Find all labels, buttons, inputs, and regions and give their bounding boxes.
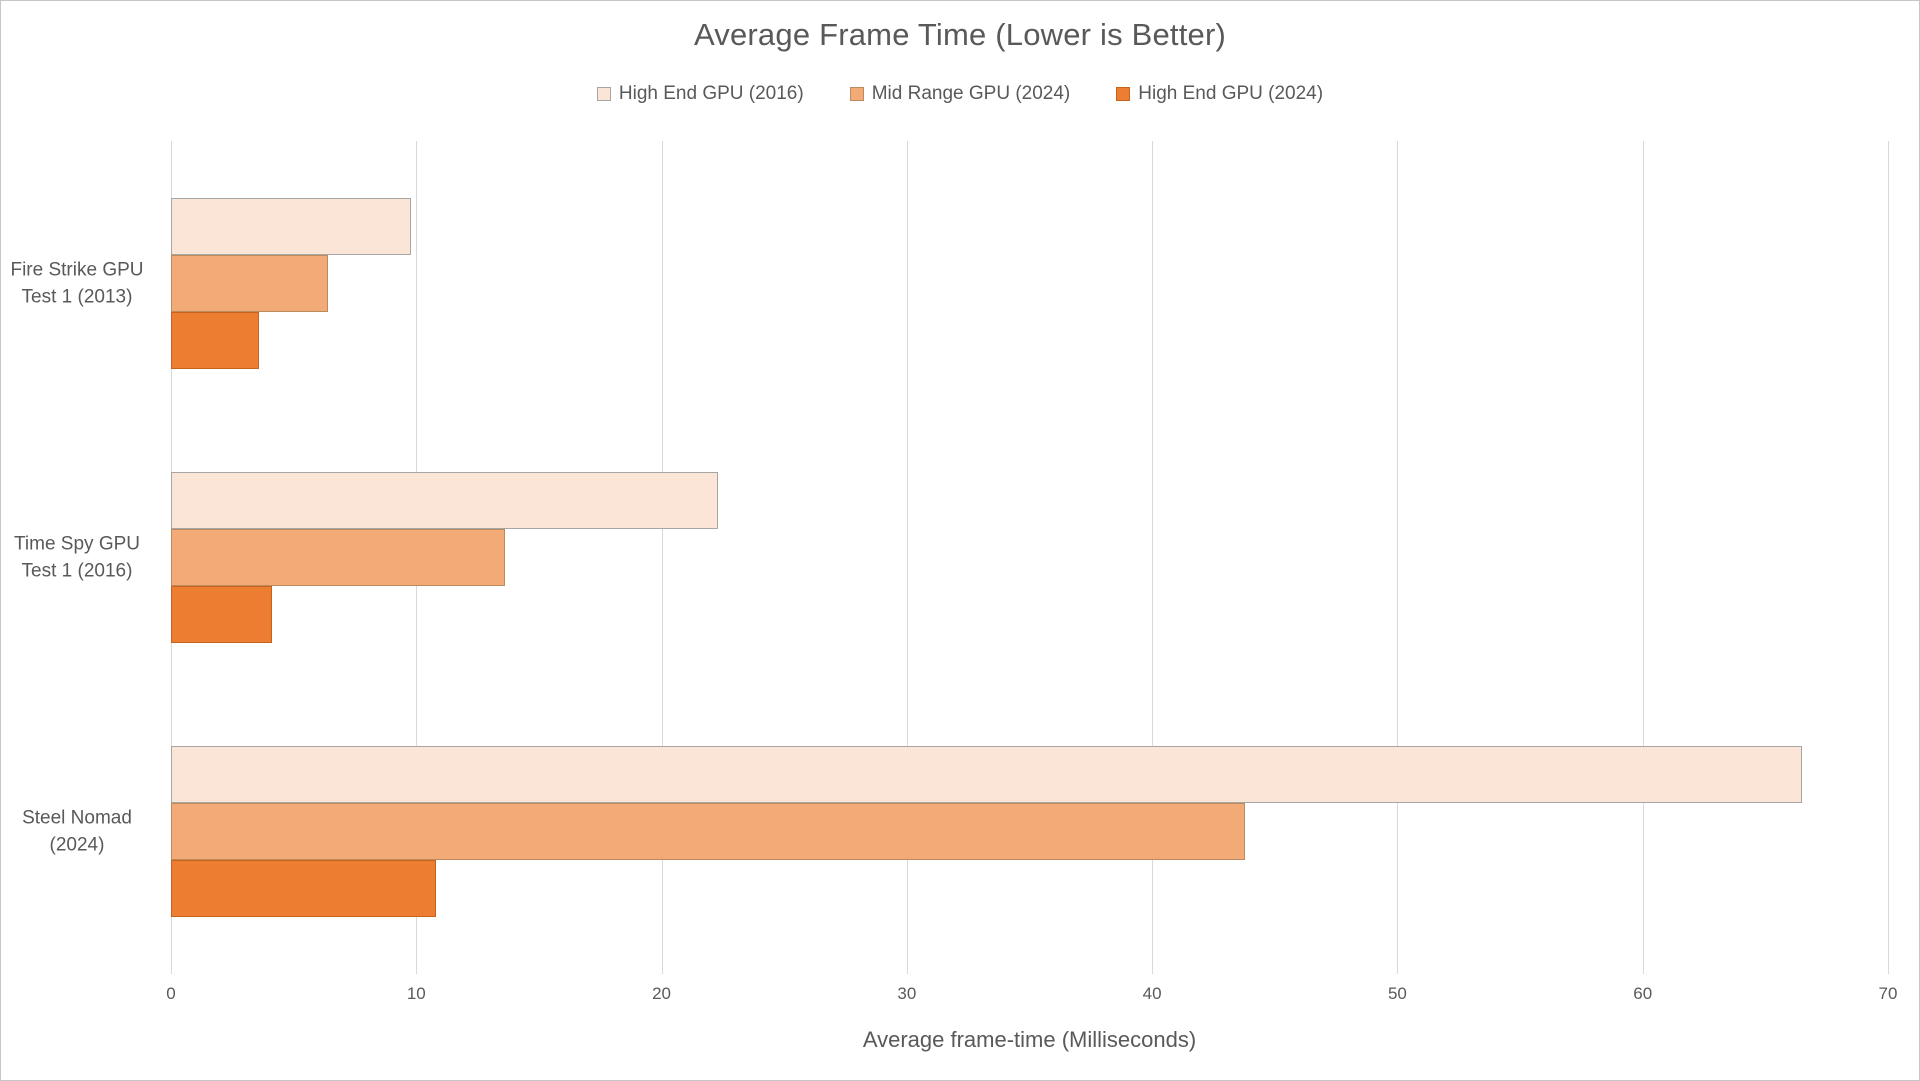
legend-label: Mid Range GPU (2024) [871, 83, 1071, 104]
bar-2-series-1 [171, 803, 1246, 860]
gridline [1397, 141, 1399, 963]
tick-mark [1152, 963, 1154, 974]
legend-item-1: Mid Range GPU (2024) [849, 83, 1071, 105]
gridline [1888, 141, 1889, 963]
x-axis-title: Average frame-time (Milliseconds) [862, 1027, 1197, 1052]
legend-item-2: High End GPU (2024) [1116, 83, 1323, 105]
tick-label: 40 [1142, 984, 1162, 1003]
category-axis-labels: Fire Strike GPU Test 1 (2013) Time Spy GPU… [1, 141, 153, 963]
gridline [1642, 141, 1644, 963]
legend-swatch-icon [849, 87, 864, 101]
category-label-0: Fire Strike GPU Test 1 (2013) [10, 258, 144, 308]
gridline [661, 141, 663, 963]
bar-1-series-0 [171, 472, 718, 529]
category-label-1: Time Spy GPU Test 1 (2016) [14, 532, 140, 582]
legend: High End GPU (2016) Mid Range GPU (2024) H… [1, 83, 1919, 105]
bar-0-series-0 [171, 198, 412, 255]
tick-label: 50 [1387, 984, 1407, 1003]
bar-1-series-2 [171, 586, 272, 643]
plot-area: 0 10 20 30 40 50 60 70 [166, 141, 1897, 1003]
tick-mark [906, 963, 908, 974]
gridline [906, 141, 908, 963]
bar-0-series-2 [171, 312, 260, 369]
legend-swatch-icon [596, 87, 611, 101]
tick-label: 20 [652, 984, 672, 1003]
tick-label: 10 [406, 984, 426, 1003]
tick-mark [1397, 963, 1399, 974]
legend-label: High End GPU (2016) [618, 83, 804, 104]
bar-0-series-1 [171, 255, 328, 312]
tick-mark [171, 963, 172, 974]
bar-2-series-0 [171, 746, 1803, 803]
gridline [1152, 141, 1154, 963]
tick-mark [661, 963, 663, 974]
tick-label: 30 [897, 984, 917, 1003]
tick-label: 60 [1633, 984, 1653, 1003]
legend-label: High End GPU (2024) [1138, 83, 1324, 104]
chart-title: Average Frame Time (Lower is Better) [693, 17, 1227, 52]
tick-mark [1888, 963, 1889, 974]
legend-item-0: High End GPU (2016) [596, 83, 804, 105]
legend-swatch-icon [1116, 87, 1131, 101]
tick-label: 0 [166, 984, 176, 1003]
bar-1-series-1 [171, 529, 505, 586]
tick-mark [1642, 963, 1644, 974]
tick-mark [416, 963, 418, 974]
bar-2-series-2 [171, 860, 436, 917]
category-label-2: Steel Nomad (2024) [22, 806, 132, 856]
tick-label: 70 [1878, 984, 1898, 1003]
